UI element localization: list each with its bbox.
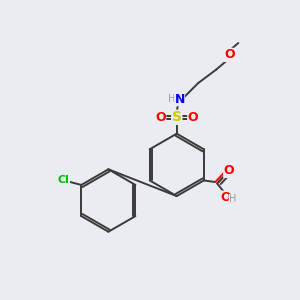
Text: O: O xyxy=(224,48,235,62)
Text: O: O xyxy=(155,111,166,124)
Text: S: S xyxy=(172,110,182,124)
Text: H: H xyxy=(229,194,236,204)
Text: O: O xyxy=(188,111,198,124)
Text: N: N xyxy=(175,93,185,106)
Text: H: H xyxy=(168,94,175,104)
Text: O: O xyxy=(224,164,234,178)
Text: Cl: Cl xyxy=(58,176,70,185)
Text: O: O xyxy=(221,191,231,204)
